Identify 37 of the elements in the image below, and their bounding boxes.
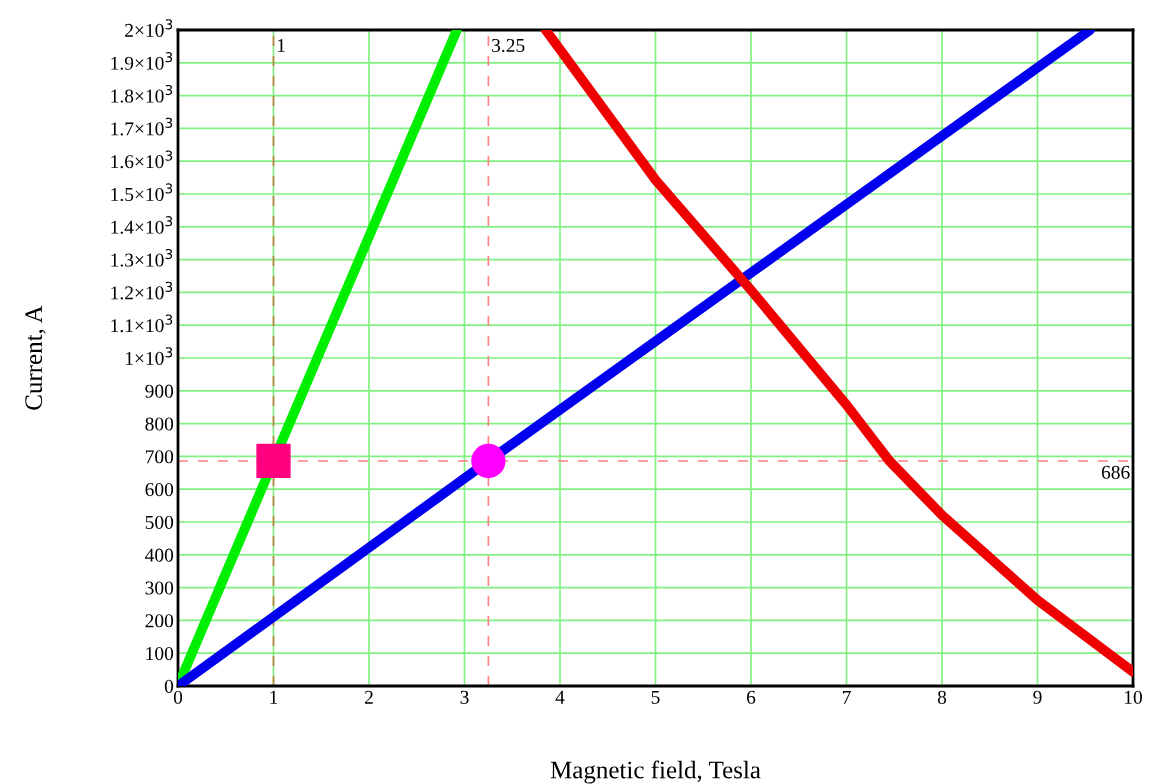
y-tick-label: 1.4×10$^{3}$ <box>111 216 173 234</box>
y-tick-label: 0 <box>164 679 174 693</box>
x-tick-label: 8 <box>937 690 947 704</box>
x-tick-label: 3 <box>460 690 469 704</box>
y-tick-label: 400 <box>145 548 174 562</box>
ref-line-label: 3.25 <box>492 38 525 53</box>
y-tick-label: 2×10$^{3}$ <box>125 19 173 37</box>
x-axis-title: Magnetic field, Tesla <box>550 760 761 784</box>
y-tick-label: 1.3×10$^{3}$ <box>111 248 173 267</box>
y-tick-label: 1.2×10$^{3}$ <box>111 281 173 300</box>
y-tick-label: 1.5×10$^{3}$ <box>111 183 173 202</box>
y-tick-label: 1.1×10$^{3}$ <box>111 314 173 333</box>
y-tick-label: 100 <box>146 647 174 661</box>
x-tick-label: 4 <box>555 690 565 704</box>
y-tick-label: 300 <box>145 581 174 595</box>
y-tick-label: 500 <box>145 515 174 529</box>
y-axis-title: Current, A <box>25 305 46 410</box>
y-tick-label: 800 <box>145 417 174 431</box>
y-tick-label: 1.7×10$^{3}$ <box>111 117 173 136</box>
y-tick-label: 1.9×10$^{3}$ <box>111 52 173 70</box>
x-tick-label: 9 <box>1033 690 1042 704</box>
x-tick-label: 7 <box>842 690 851 704</box>
y-tick-label: 900 <box>145 384 174 398</box>
y-tick-label: 600 <box>145 483 174 497</box>
y-tick-label: 1.6×10$^{3}$ <box>111 150 173 169</box>
x-tick-label: 6 <box>746 690 756 704</box>
y-tick-label: 1.8×10$^{3}$ <box>111 84 173 103</box>
ref-line-label: 1 <box>277 38 285 52</box>
ref-line-label: 686 <box>1101 465 1130 479</box>
x-tick-label: 5 <box>651 690 660 704</box>
x-tick-label: 1 <box>270 690 278 704</box>
y-tick-label: 700 <box>145 450 174 464</box>
x-tick-label: 10 <box>1124 690 1142 704</box>
x-tick-label: 2 <box>364 690 373 704</box>
y-tick-label: 1×10$^{3}$ <box>125 347 173 365</box>
x-tick-label: 0 <box>173 690 183 704</box>
y-tick-label: 200 <box>145 614 174 628</box>
